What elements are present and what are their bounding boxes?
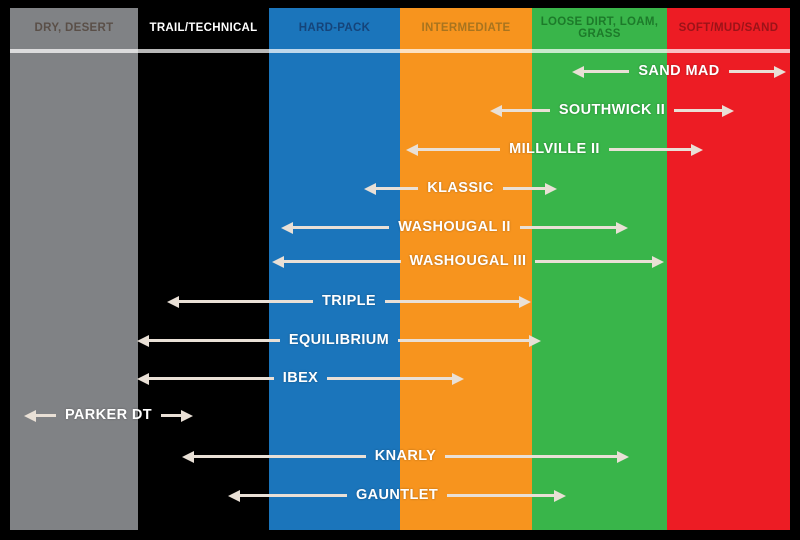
track-label: WASHOUGAL II bbox=[398, 219, 511, 235]
arrow-right-icon bbox=[447, 484, 567, 506]
arrow-right-icon bbox=[535, 250, 665, 272]
terrain-column-header: LOOSE DIRT, LOAM, GRASS bbox=[540, 15, 659, 40]
arrow-left-icon bbox=[364, 177, 419, 199]
arrow-right-icon bbox=[608, 138, 703, 160]
track-label: SAND MAD bbox=[638, 63, 720, 79]
track-row[interactable]: IBEX bbox=[137, 367, 465, 389]
track-label: KNARLY bbox=[374, 448, 437, 464]
track-row[interactable]: WASHOUGAL II bbox=[281, 216, 629, 238]
arrow-left-icon bbox=[572, 60, 630, 82]
terrain-column-header: TRAIL/TECHNICAL bbox=[149, 21, 258, 34]
track-row[interactable]: GAUNTLET bbox=[228, 484, 567, 506]
header-divider-rule bbox=[667, 49, 790, 53]
arrow-right-icon bbox=[445, 445, 630, 467]
track-label: GAUNTLET bbox=[355, 487, 439, 503]
terrain-column-header: DRY, DESERT bbox=[34, 21, 114, 34]
arrow-right-icon bbox=[519, 216, 629, 238]
arrow-left-icon bbox=[272, 250, 401, 272]
track-label: WASHOUGAL III bbox=[409, 253, 527, 269]
arrow-right-icon bbox=[384, 290, 531, 312]
header-divider-rule bbox=[138, 49, 269, 53]
track-row[interactable]: WASHOUGAL III bbox=[272, 250, 665, 272]
track-label: PARKER DT bbox=[64, 407, 153, 423]
track-label: SOUTHWICK II bbox=[558, 102, 666, 118]
track-row[interactable]: PARKER DT bbox=[24, 404, 193, 426]
track-row[interactable]: KNARLY bbox=[182, 445, 630, 467]
arrow-left-icon bbox=[406, 138, 501, 160]
arrow-left-icon bbox=[167, 290, 314, 312]
track-label: KLASSIC bbox=[427, 180, 494, 196]
track-row[interactable]: SAND MAD bbox=[572, 60, 786, 82]
arrow-right-icon bbox=[674, 99, 735, 121]
arrow-left-icon bbox=[24, 404, 56, 426]
terrain-column-3: INTERMEDIATE bbox=[400, 8, 532, 530]
arrow-right-icon bbox=[161, 404, 193, 426]
track-row[interactable]: MILLVILLE II bbox=[406, 138, 703, 160]
arrow-left-icon bbox=[490, 99, 550, 121]
track-label: EQUILIBRIUM bbox=[288, 332, 390, 348]
arrow-right-icon bbox=[728, 60, 786, 82]
terrain-column-0: DRY, DESERT bbox=[10, 8, 138, 530]
track-label: IBEX bbox=[282, 370, 319, 386]
terrain-column-4: LOOSE DIRT, LOAM, GRASS bbox=[532, 8, 667, 530]
arrow-left-icon bbox=[137, 367, 274, 389]
arrow-left-icon bbox=[137, 329, 280, 351]
track-row[interactable]: KLASSIC bbox=[364, 177, 558, 199]
arrow-left-icon bbox=[182, 445, 366, 467]
terrain-column-2: HARD-PACK bbox=[269, 8, 400, 530]
terrain-column-header: INTERMEDIATE bbox=[421, 21, 511, 34]
header-divider-rule bbox=[10, 49, 138, 53]
arrow-left-icon bbox=[228, 484, 347, 506]
track-row[interactable]: EQUILIBRIUM bbox=[137, 329, 542, 351]
terrain-column-1: TRAIL/TECHNICAL bbox=[138, 8, 269, 530]
terrain-column-header: SOFT/MUD/SAND bbox=[678, 21, 779, 34]
terrain-column-header: HARD-PACK bbox=[298, 21, 371, 34]
arrow-right-icon bbox=[502, 177, 558, 199]
arrow-right-icon bbox=[398, 329, 542, 351]
header-divider-rule bbox=[269, 49, 400, 53]
track-row[interactable]: TRIPLE bbox=[167, 290, 531, 312]
arrow-left-icon bbox=[281, 216, 390, 238]
track-row[interactable]: SOUTHWICK II bbox=[490, 99, 735, 121]
header-divider-rule bbox=[532, 49, 667, 53]
track-label: TRIPLE bbox=[322, 293, 376, 309]
arrow-right-icon bbox=[327, 367, 465, 389]
terrain-column-5: SOFT/MUD/SAND bbox=[667, 8, 790, 530]
header-divider-rule bbox=[400, 49, 532, 53]
track-label: MILLVILLE II bbox=[509, 141, 600, 157]
